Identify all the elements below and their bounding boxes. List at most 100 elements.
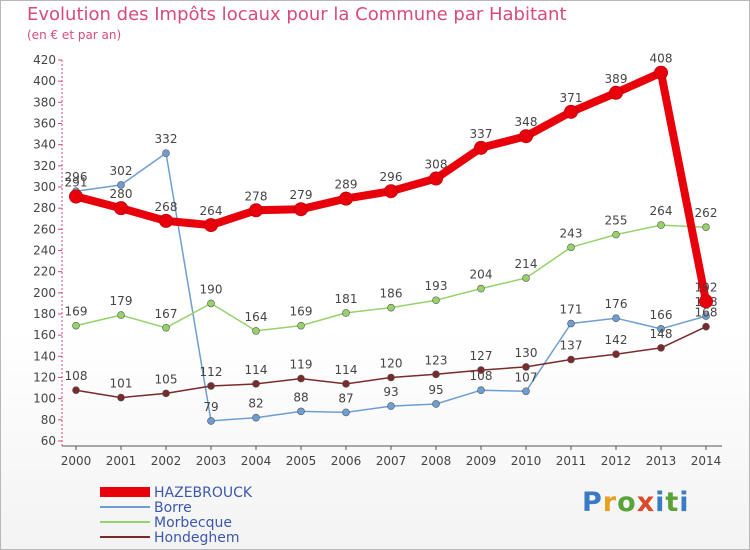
- data-point: [294, 202, 308, 217]
- data-label: 291: [65, 176, 88, 190]
- y-tick-label: 240: [33, 244, 56, 258]
- data-point: [117, 181, 125, 189]
- data-point: [252, 327, 260, 335]
- data-label: 204: [470, 268, 493, 282]
- y-tick-label: 180: [33, 307, 56, 321]
- data-label: 193: [425, 279, 448, 293]
- x-tick-label: 2012: [601, 454, 632, 468]
- y-tick-label: 420: [33, 53, 56, 67]
- data-label: 95: [428, 383, 443, 397]
- data-label: 171: [560, 303, 583, 317]
- data-label: 278: [245, 189, 268, 203]
- data-point: [522, 274, 530, 282]
- data-point: [522, 387, 530, 396]
- x-tick-label: 2001: [106, 454, 137, 468]
- data-point: [117, 311, 125, 319]
- data-point: [432, 400, 440, 408]
- series-hazebrouck: 291 280 268 264 278 279 289 296 308 337 348 371 389 4…: [65, 52, 717, 309]
- x-tick-label: 2008: [421, 454, 452, 468]
- data-label: 371: [560, 91, 583, 105]
- legend-item-morbecque: Morbecque: [100, 515, 232, 531]
- data-label: 169: [290, 305, 313, 319]
- data-point: [702, 312, 710, 320]
- x-tick-label: 2010: [511, 454, 542, 468]
- data-label: 389: [605, 72, 628, 86]
- data-point: [564, 104, 578, 119]
- data-label: 88: [293, 390, 308, 404]
- data-point: [207, 299, 215, 308]
- data-point: [387, 402, 395, 410]
- y-tick-label: 300: [33, 180, 56, 194]
- data-label: 169: [65, 305, 88, 319]
- data-label: 332: [155, 132, 178, 146]
- data-label: 114: [245, 363, 268, 377]
- data-label: 243: [560, 226, 583, 240]
- legend-item-hazebrouck: HAZEBROUCK: [100, 485, 253, 501]
- y-tick-label: 200: [33, 286, 56, 300]
- data-point: [567, 319, 575, 328]
- data-point: [477, 284, 485, 293]
- y-tick-label: 80: [41, 413, 56, 427]
- y-tick-label: 260: [33, 222, 56, 236]
- data-point: [252, 380, 260, 388]
- data-point: [162, 389, 170, 398]
- data-label: 166: [650, 308, 673, 322]
- data-point: [567, 355, 575, 364]
- data-label: 190: [200, 282, 223, 296]
- data-label: 262: [695, 206, 718, 220]
- data-label: 308: [425, 158, 448, 172]
- data-label: 337: [470, 127, 493, 141]
- x-tick-label: 2005: [286, 454, 317, 468]
- data-point: [654, 65, 668, 80]
- data-point: [699, 294, 713, 309]
- proxiti-logo: Proxiti: [582, 487, 690, 518]
- data-point: [162, 149, 170, 157]
- logo-letter: o: [617, 487, 637, 518]
- data-point: [342, 408, 350, 417]
- data-label: 296: [65, 170, 88, 184]
- data-label: 289: [335, 178, 358, 192]
- data-point: [432, 296, 440, 305]
- data-point: [204, 218, 218, 233]
- x-tick-label: 2009: [466, 454, 497, 468]
- y-tick-label: 320: [33, 159, 56, 173]
- data-label: 280: [110, 187, 133, 201]
- data-point: [609, 85, 623, 100]
- data-point: [474, 140, 488, 155]
- logo-letter: t: [665, 487, 680, 518]
- legend-label: Hondeghem: [154, 530, 239, 546]
- data-label: 148: [650, 327, 673, 341]
- x-tick-label: 2014: [691, 454, 722, 468]
- legend-item-hondeghem: Hondeghem: [100, 530, 239, 546]
- data-label: 119: [290, 358, 313, 372]
- data-label: 93: [383, 385, 398, 399]
- y-tick-label: 280: [33, 201, 56, 215]
- y-tick-label: 100: [33, 392, 56, 406]
- data-point: [432, 370, 440, 379]
- logo-letter: i: [655, 487, 666, 518]
- data-label: 279: [290, 188, 313, 202]
- data-label: 176: [605, 297, 628, 311]
- y-tick-label: 120: [33, 371, 56, 385]
- data-label: 296: [380, 170, 403, 184]
- data-point: [252, 413, 260, 422]
- data-point: [612, 314, 620, 323]
- data-point: [702, 322, 710, 331]
- data-label: 123: [425, 353, 448, 367]
- data-label: 130: [515, 346, 538, 360]
- data-label: 302: [110, 164, 133, 178]
- data-label: 101: [110, 377, 133, 391]
- data-point: [114, 201, 128, 216]
- data-point: [342, 309, 350, 317]
- data-label: 112: [200, 365, 223, 379]
- data-point: [657, 221, 665, 229]
- x-tick-label: 2013: [646, 454, 677, 468]
- data-point: [117, 393, 125, 402]
- data-label: 108: [65, 369, 88, 383]
- x-tick-label: 2006: [331, 454, 362, 468]
- data-label: 179: [110, 294, 133, 308]
- data-label: 268: [155, 200, 178, 214]
- data-point: [384, 184, 398, 199]
- chart-subtitle: (en € et par an): [27, 28, 122, 42]
